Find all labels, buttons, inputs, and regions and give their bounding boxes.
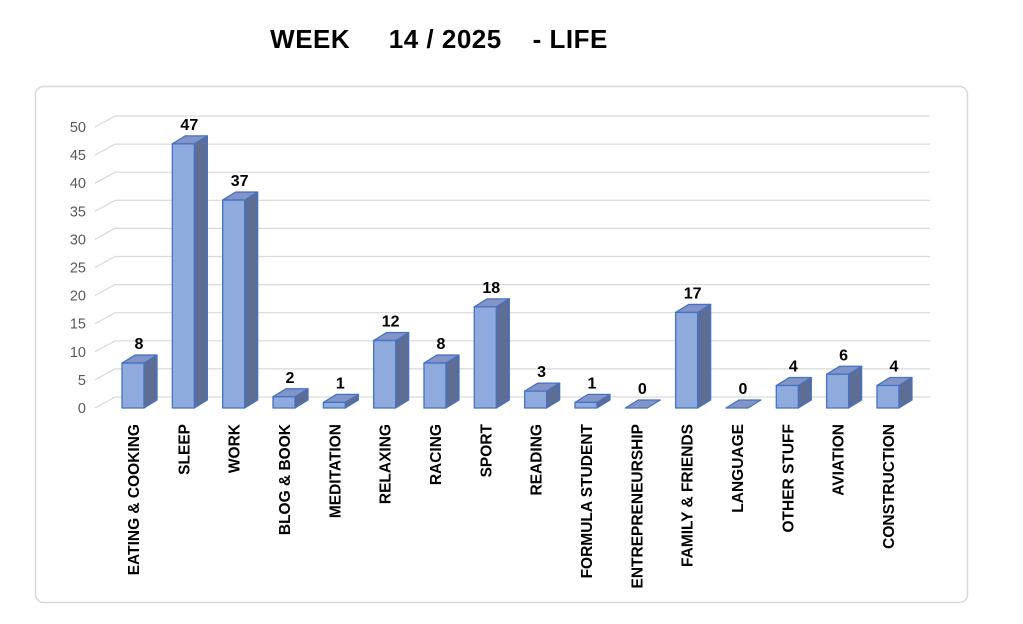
- y-tick-label-30: 30: [70, 232, 86, 248]
- bar-racing: [423, 354, 460, 409]
- bar-sleep: [171, 135, 208, 409]
- bar-value-label: 1: [588, 375, 597, 392]
- y-tick-label-50: 50: [70, 120, 86, 136]
- y-tick-label-5: 5: [78, 373, 86, 389]
- bar-formula-student: [574, 393, 611, 409]
- bar-value-label: 0: [638, 381, 647, 398]
- y-tick-label-0: 0: [78, 401, 86, 417]
- bar-relaxing: [373, 331, 410, 409]
- y-tick-label-15: 15: [70, 317, 86, 333]
- bar-front-face: [171, 143, 195, 409]
- category-label-family-friends: FAMILY & FRIENDS: [680, 424, 697, 567]
- bar-front-face: [825, 373, 850, 409]
- bar-blog-book: [272, 388, 309, 409]
- category-label-entrepreneurship: ENTREPRENEURSHIP: [629, 424, 646, 589]
- gridline-0: [94, 396, 930, 409]
- bar-meditation: [322, 393, 359, 409]
- bar-value-label: 1: [336, 375, 345, 392]
- bar-value-label: 47: [180, 117, 198, 134]
- bar-value-label: 17: [684, 285, 702, 302]
- bar-side-face: [696, 303, 712, 409]
- bar-top-face: [624, 399, 661, 409]
- category-label-other-stuff: OTHER STUFF: [780, 424, 797, 533]
- category-label-formula-student: FORMULA STUDENT: [579, 423, 596, 578]
- bar-construction: [876, 376, 913, 409]
- category-label-blog-book: BLOG & BOOK: [277, 423, 294, 535]
- y-tick-label-25: 25: [70, 261, 86, 277]
- y-tick-label-20: 20: [70, 289, 86, 305]
- bar-other-stuff: [775, 376, 812, 409]
- category-label-construction: CONSTRUCTION: [881, 424, 898, 549]
- bar-value-label: 4: [789, 359, 798, 376]
- bar-front-face: [423, 362, 447, 409]
- gridline-50: [94, 115, 930, 128]
- bar-language: [725, 399, 762, 409]
- category-label-relaxing: RELAXING: [378, 424, 395, 504]
- y-tick-label-35: 35: [70, 204, 86, 220]
- bar-front-face: [121, 362, 145, 409]
- bar-front-face: [876, 384, 900, 409]
- bar-value-label: 6: [839, 347, 848, 364]
- category-label-reading: READING: [529, 424, 546, 495]
- bar-value-label: 37: [231, 173, 249, 190]
- bar-entrepreneurship: [624, 399, 661, 409]
- y-tick-label-10: 10: [70, 345, 86, 361]
- bar-family-friends: [674, 303, 712, 409]
- gridline-45: [94, 143, 930, 156]
- bar-aviation: [825, 365, 863, 409]
- bar-front-face: [473, 306, 497, 409]
- bar-front-face: [674, 311, 699, 409]
- category-label-meditation: MEDITATION: [327, 424, 344, 518]
- bar-sport: [473, 298, 510, 409]
- bar-side-face: [395, 331, 410, 409]
- gridline-10: [94, 340, 930, 353]
- category-label-eating-cooking: EATING & COOKING: [126, 424, 143, 575]
- bar-eating-cooking: [121, 354, 158, 409]
- bar-front-face: [222, 199, 246, 409]
- bar-value-label: 0: [739, 381, 748, 398]
- bar-top-face: [725, 399, 762, 409]
- bar-front-face: [574, 401, 598, 409]
- y-tick-label-45: 45: [70, 148, 86, 164]
- category-label-sport: SPORT: [478, 423, 495, 477]
- category-label-sleep: SLEEP: [176, 424, 193, 475]
- bar-front-face: [523, 390, 548, 409]
- bar-front-face: [272, 396, 296, 409]
- bar-side-face: [193, 135, 208, 409]
- bar-value-label: 2: [286, 370, 295, 387]
- category-label-aviation: AVIATION: [831, 424, 848, 496]
- gridline-40: [94, 171, 930, 184]
- category-label-work: WORK: [227, 423, 244, 473]
- gridline-20: [94, 284, 930, 297]
- bar-value-label: 4: [889, 359, 898, 376]
- gridline-5: [94, 368, 930, 381]
- bar-side-face: [244, 191, 259, 409]
- bar-front-face: [322, 401, 346, 409]
- bar-reading: [523, 382, 561, 409]
- bar-value-label: 8: [135, 336, 144, 353]
- bar-value-label: 3: [537, 364, 546, 381]
- category-label-language: LANGUAGE: [730, 424, 747, 513]
- bar-front-face: [775, 384, 799, 409]
- category-label-racing: RACING: [428, 424, 445, 485]
- gridline-25: [94, 255, 930, 269]
- gridline-30: [94, 227, 930, 240]
- bar-work: [222, 191, 259, 409]
- bar-value-label: 18: [482, 280, 500, 297]
- bar-side-face: [495, 298, 510, 409]
- bar-value-label: 12: [382, 314, 400, 331]
- gridline-35: [94, 199, 930, 212]
- chart-title: WEEK 14 / 2025 - LIFE: [270, 24, 608, 54]
- bar-value-label: 8: [437, 336, 446, 353]
- bar-side-face: [445, 354, 460, 409]
- bar-side-face: [143, 354, 158, 409]
- gridline-15: [94, 312, 930, 325]
- y-tick-label-40: 40: [70, 176, 86, 192]
- bar-front-face: [373, 339, 397, 409]
